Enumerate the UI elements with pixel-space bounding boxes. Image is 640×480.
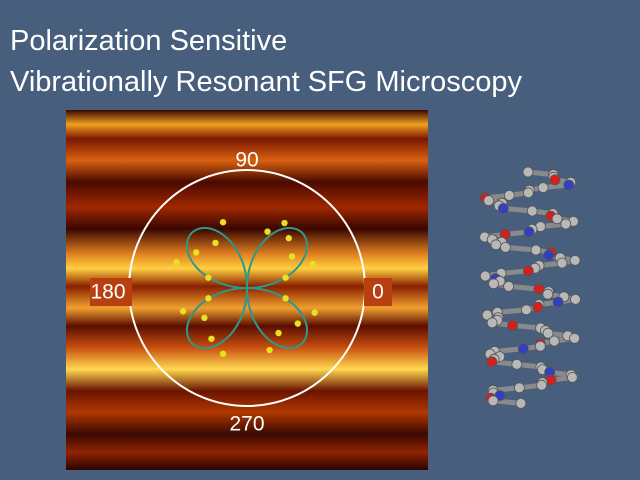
atom: [552, 296, 564, 308]
atom: [534, 340, 546, 352]
data-points: [173, 219, 318, 357]
data-point: [281, 219, 288, 227]
atom: [522, 265, 534, 277]
atom: [488, 278, 499, 290]
atom: [487, 395, 499, 407]
atom: [533, 283, 545, 295]
atom: [522, 187, 534, 199]
data-point: [193, 249, 200, 256]
atom: [520, 304, 532, 316]
data-point: [275, 329, 282, 337]
molecule: [479, 166, 581, 409]
atom: [530, 244, 542, 256]
angle-label: 180: [90, 281, 125, 304]
atom: [503, 189, 515, 201]
data-point: [264, 228, 271, 235]
atom: [551, 213, 563, 225]
polar-curve: [186, 227, 308, 349]
atom: [560, 218, 572, 230]
data-point: [294, 320, 301, 327]
angle-label: 90: [235, 149, 258, 172]
atom: [563, 179, 575, 191]
title-line: Polarization Sensitive: [10, 25, 287, 57]
data-point: [201, 314, 208, 322]
atom: [543, 249, 555, 261]
atom: [537, 182, 549, 194]
atom: [517, 343, 529, 355]
title-line: Vibrationally Resonant SFG Microscopy: [10, 66, 523, 98]
data-point: [311, 309, 318, 316]
atom: [507, 319, 518, 331]
data-point: [285, 235, 292, 242]
atom: [522, 166, 534, 178]
atom: [497, 202, 509, 214]
atom: [570, 293, 581, 305]
atom: [486, 356, 498, 368]
atom: [486, 317, 498, 329]
atom: [526, 205, 538, 217]
atom: [490, 239, 502, 251]
atom: [481, 309, 493, 321]
angle-label: 0: [372, 281, 384, 304]
data-point: [173, 259, 180, 266]
data-point: [179, 308, 187, 315]
atom: [566, 371, 578, 383]
label-backdrop: [364, 278, 392, 306]
atom: [479, 270, 491, 282]
label-backdrop: [90, 278, 132, 306]
data-point: [309, 260, 316, 268]
atom: [569, 332, 580, 344]
atom: [503, 280, 515, 292]
atom: [532, 301, 544, 313]
data-point: [208, 335, 215, 342]
atom: [542, 288, 554, 300]
angle-label: 270: [229, 413, 264, 436]
atom: [511, 358, 523, 370]
data-point: [219, 350, 227, 357]
atom: [548, 335, 560, 347]
atom: [569, 254, 581, 266]
data-point: [282, 295, 289, 302]
atom: [549, 174, 561, 186]
atom: [542, 327, 554, 339]
data-point: [212, 239, 219, 247]
atom: [556, 257, 568, 269]
atom: [500, 241, 511, 253]
atom: [515, 397, 527, 409]
data-point: [205, 274, 212, 281]
data-point: [205, 295, 212, 302]
data-point: [219, 219, 227, 226]
atom: [513, 382, 525, 394]
data-point: [266, 346, 273, 354]
data-point: [282, 274, 289, 281]
atom: [523, 226, 535, 238]
atom: [536, 379, 548, 391]
atom: [483, 195, 495, 207]
data-point: [288, 253, 296, 260]
